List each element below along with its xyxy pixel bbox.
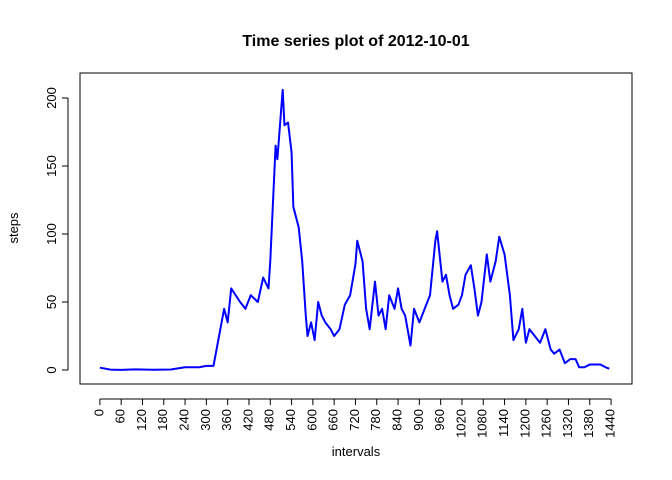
x-tick-label: 720: [347, 409, 362, 431]
x-tick-label: 900: [411, 409, 426, 431]
chart-title: Time series plot of 2012-10-01: [242, 33, 469, 50]
x-tick-label: 1200: [517, 409, 532, 438]
x-tick-label: 180: [155, 409, 170, 431]
x-tick-label: 480: [262, 409, 277, 431]
x-tick-label: 1440: [602, 409, 617, 438]
x-tick-label: 660: [326, 409, 341, 431]
x-tick-label: 240: [177, 409, 192, 431]
y-tick-label: 100: [44, 223, 59, 245]
data-line: [99, 88, 610, 371]
x-tick-label: 360: [219, 409, 234, 431]
x-tick-label: 1260: [539, 409, 554, 438]
x-tick-label: 540: [283, 409, 298, 431]
y-axis-label: steps: [6, 212, 21, 244]
y-tick-label: 0: [44, 366, 59, 373]
x-tick-label: 1140: [496, 409, 511, 437]
x-axis-label: intervals: [332, 444, 381, 459]
y-tick-label: 50: [44, 295, 59, 309]
x-tick-label: 780: [368, 409, 383, 431]
x-tick-label: 0: [91, 409, 106, 416]
y-tick-label: 150: [44, 155, 59, 177]
x-tick-label: 840: [390, 409, 405, 431]
x-tick-label: 1020: [453, 409, 468, 438]
y-tick-label: 200: [44, 87, 59, 109]
x-tick-label: 420: [240, 409, 255, 431]
x-tick-label: 300: [198, 409, 213, 431]
x-tick-label: 1080: [475, 409, 490, 438]
x-tick-label: 600: [304, 409, 319, 431]
plot-frame: [79, 72, 633, 385]
x-tick-label: 1320: [560, 409, 575, 438]
x-tick-label: 960: [432, 409, 447, 431]
x-tick-label: 120: [134, 409, 149, 431]
x-tick-label: 60: [113, 409, 128, 423]
x-tick-label: 1380: [581, 409, 596, 438]
